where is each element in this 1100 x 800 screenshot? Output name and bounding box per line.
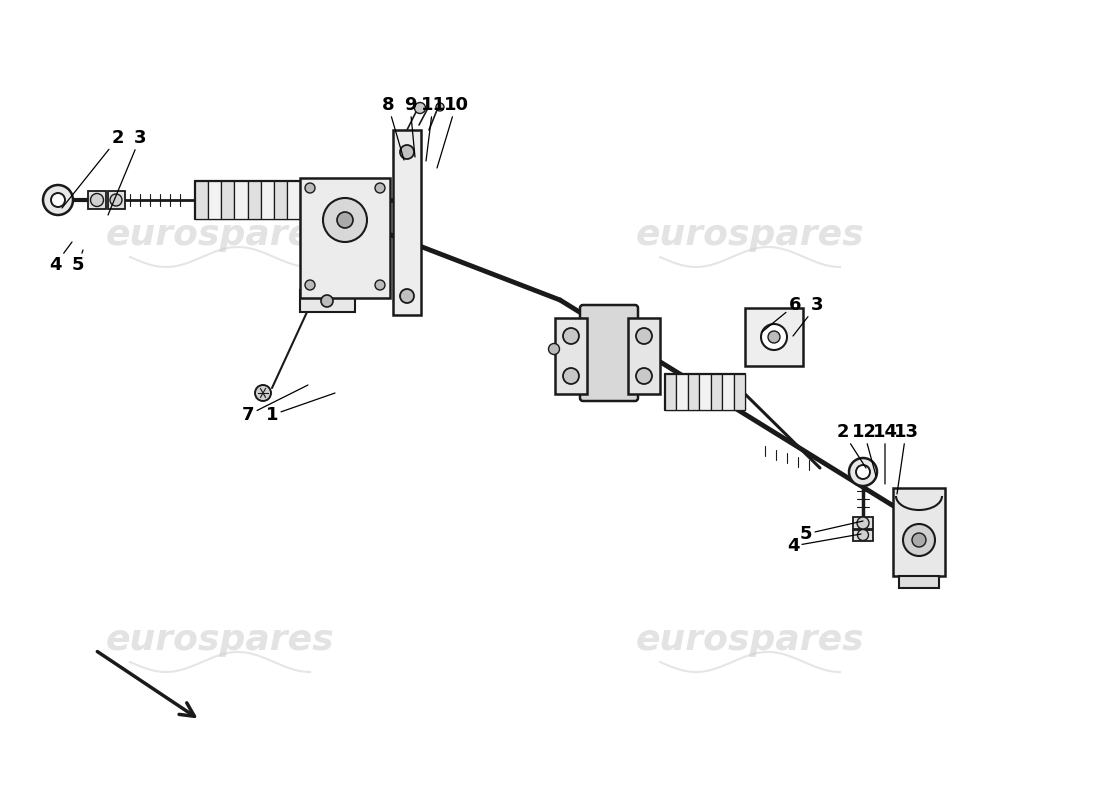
- Circle shape: [549, 343, 560, 354]
- Text: 7: 7: [242, 385, 308, 424]
- Circle shape: [857, 517, 869, 529]
- Bar: [234, 181, 248, 219]
- Bar: [88, 191, 106, 209]
- Circle shape: [563, 368, 579, 384]
- Circle shape: [436, 103, 444, 111]
- Circle shape: [636, 368, 652, 384]
- Circle shape: [375, 183, 385, 193]
- Circle shape: [375, 280, 385, 290]
- Bar: [208, 181, 221, 219]
- Text: 12: 12: [851, 423, 877, 476]
- Bar: [893, 488, 945, 576]
- Circle shape: [563, 328, 579, 344]
- Circle shape: [903, 524, 935, 556]
- Text: 1: 1: [266, 393, 336, 424]
- Bar: [688, 374, 700, 410]
- Text: 13: 13: [893, 423, 918, 494]
- Text: 3: 3: [793, 296, 823, 336]
- Text: eurospares: eurospares: [636, 218, 865, 252]
- Circle shape: [323, 198, 367, 242]
- Bar: [666, 374, 676, 410]
- Circle shape: [636, 328, 652, 344]
- Circle shape: [415, 102, 426, 114]
- Text: 3: 3: [108, 129, 146, 215]
- Text: 5: 5: [800, 521, 864, 543]
- Text: 10: 10: [437, 96, 469, 168]
- Bar: [556, 318, 587, 394]
- Text: 8: 8: [382, 96, 404, 160]
- Bar: [899, 576, 939, 588]
- Bar: [274, 181, 287, 219]
- Bar: [722, 374, 734, 410]
- Text: 4: 4: [786, 534, 861, 555]
- Circle shape: [400, 289, 414, 303]
- Circle shape: [110, 194, 122, 206]
- Bar: [852, 530, 873, 541]
- Bar: [734, 374, 745, 410]
- Bar: [745, 308, 803, 366]
- Bar: [393, 130, 421, 315]
- Text: 2: 2: [837, 423, 866, 468]
- Text: 4: 4: [48, 242, 72, 274]
- Circle shape: [761, 324, 786, 350]
- Bar: [852, 517, 873, 529]
- Circle shape: [90, 194, 103, 206]
- Bar: [628, 318, 660, 394]
- Bar: [287, 181, 300, 219]
- Bar: [711, 374, 722, 410]
- Circle shape: [305, 183, 315, 193]
- Bar: [261, 181, 274, 219]
- Bar: [300, 178, 390, 298]
- Circle shape: [912, 533, 926, 547]
- Circle shape: [768, 331, 780, 343]
- FancyBboxPatch shape: [580, 305, 638, 401]
- Bar: [300, 290, 355, 312]
- Bar: [195, 181, 208, 219]
- Circle shape: [43, 185, 73, 215]
- Text: eurospares: eurospares: [106, 218, 334, 252]
- Bar: [108, 191, 125, 209]
- Circle shape: [856, 465, 870, 479]
- Circle shape: [858, 530, 869, 541]
- Text: 5: 5: [72, 250, 85, 274]
- Text: 9: 9: [404, 96, 416, 157]
- Circle shape: [321, 295, 333, 307]
- Text: eurospares: eurospares: [106, 623, 334, 657]
- Text: 6: 6: [762, 296, 801, 332]
- Circle shape: [305, 280, 315, 290]
- Bar: [221, 181, 234, 219]
- Circle shape: [51, 193, 65, 207]
- Bar: [676, 374, 688, 410]
- Text: 11: 11: [420, 96, 446, 161]
- Text: eurospares: eurospares: [636, 623, 865, 657]
- Circle shape: [255, 385, 271, 401]
- Circle shape: [337, 212, 353, 228]
- Circle shape: [400, 145, 414, 159]
- Bar: [700, 374, 711, 410]
- Text: 14: 14: [872, 423, 898, 484]
- Bar: [248, 181, 261, 219]
- Circle shape: [849, 458, 877, 486]
- Text: 2: 2: [62, 129, 124, 208]
